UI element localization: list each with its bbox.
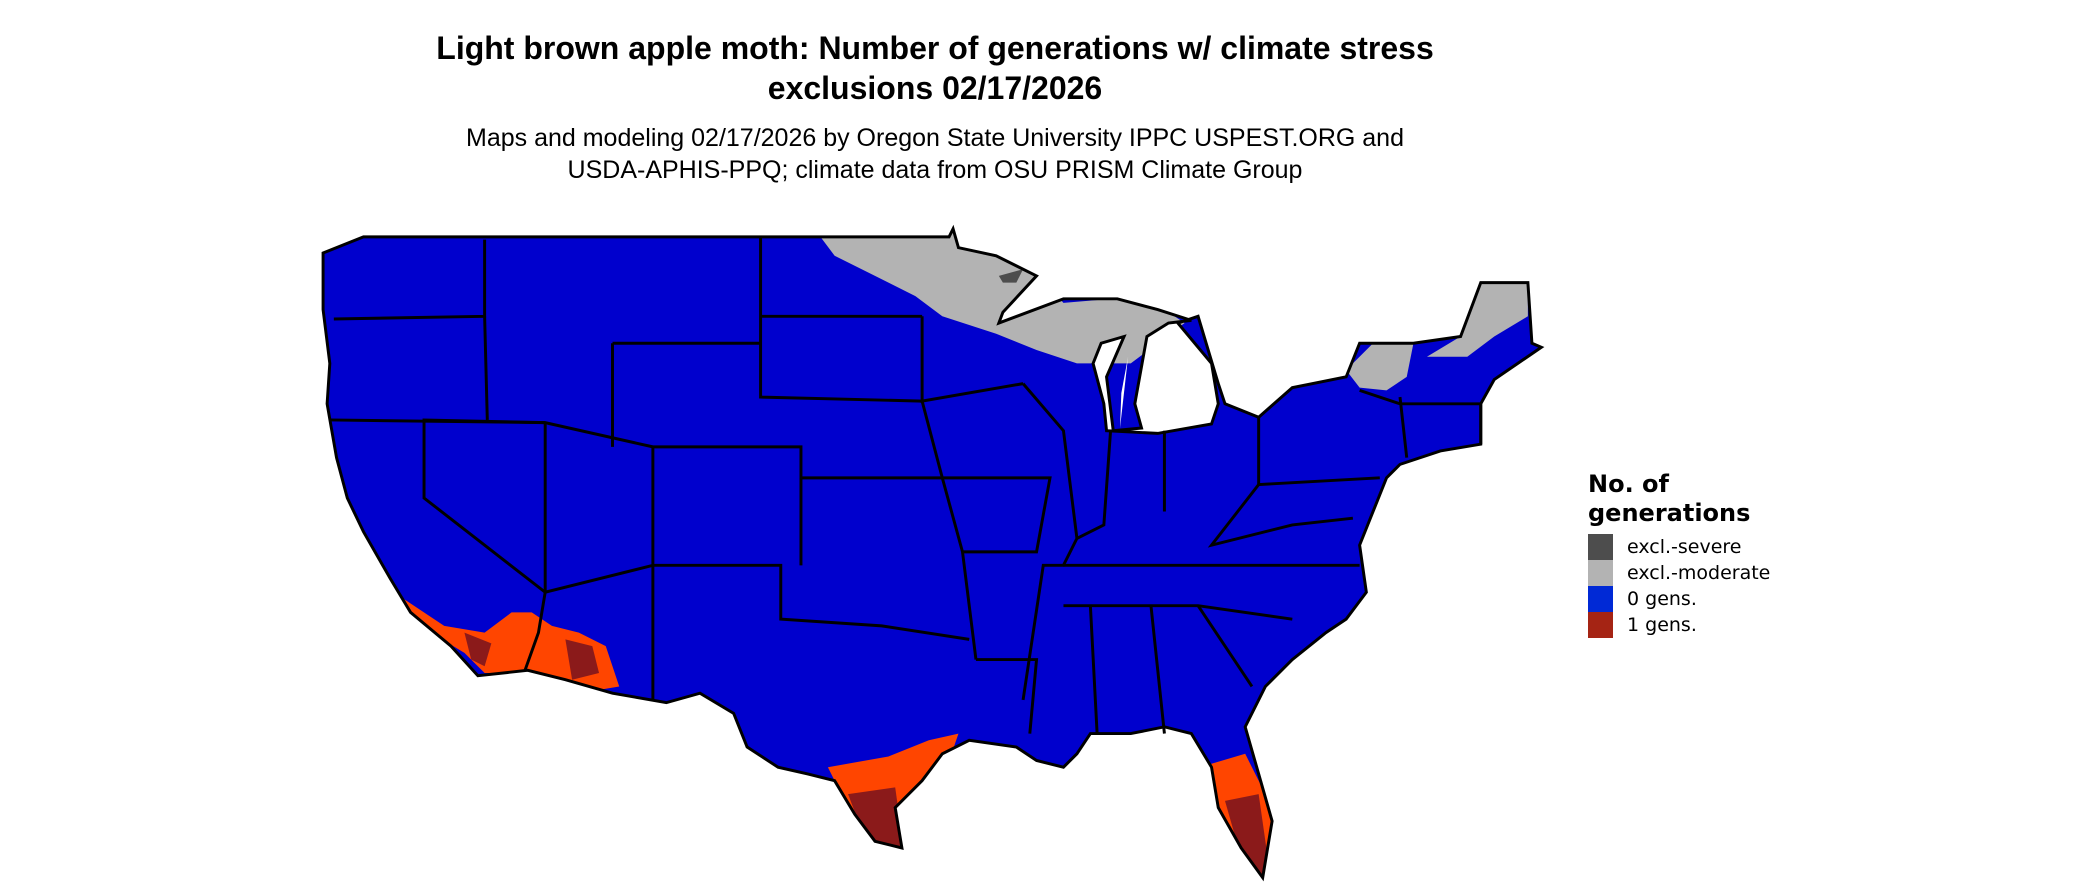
legend-item-excl-severe: excl.-severe: [1588, 534, 1770, 560]
legend-title-line-2: generations: [1588, 499, 1751, 527]
legend-swatch: [1588, 612, 1613, 638]
legend-item-0-gens: 0 gens.: [1588, 586, 1770, 612]
legend-swatch: [1588, 586, 1613, 612]
legend-label: excl.-moderate: [1627, 562, 1771, 584]
state-boundaries: [321, 227, 1543, 880]
legend-title-line-1: No. of: [1588, 470, 1669, 498]
legend-label: 1 gens.: [1627, 614, 1697, 636]
one-gen-area-southwest: [383, 565, 620, 694]
excl-moderate-area-northeast: [1346, 282, 1528, 391]
legend-swatch: [1588, 560, 1613, 586]
map-title: Light brown apple moth: Number of genera…: [0, 28, 1870, 108]
one-gen-dark-southwest: [464, 632, 600, 680]
one-gen-dark-florida: [1225, 794, 1273, 878]
legend-label: 0 gens.: [1627, 588, 1697, 610]
excl-moderate-area-north: [814, 228, 1185, 364]
title-line-1: Light brown apple moth: Number of genera…: [436, 30, 1434, 66]
legend: No. of generations excl.-severe excl.-mo…: [1588, 470, 1770, 638]
map-subtitle: Maps and modeling 02/17/2026 by Oregon S…: [0, 122, 1870, 186]
legend-title: No. of generations: [1588, 470, 1770, 528]
subtitle-line-1: Maps and modeling 02/17/2026 by Oregon S…: [466, 124, 1404, 152]
excl-severe-area: [998, 269, 1024, 283]
one-gen-dark-texas: [848, 787, 905, 855]
subtitle-line-2: USDA-APHIS-PPQ; climate data from OSU PR…: [567, 156, 1303, 184]
legend-label: excl.-severe: [1627, 536, 1742, 558]
legend-swatch: [1588, 534, 1613, 560]
legend-item-1-gens: 1 gens.: [1588, 612, 1770, 638]
legend-item-excl-moderate: excl.-moderate: [1588, 560, 1770, 586]
title-line-2: exclusions 02/17/2026: [767, 70, 1103, 106]
